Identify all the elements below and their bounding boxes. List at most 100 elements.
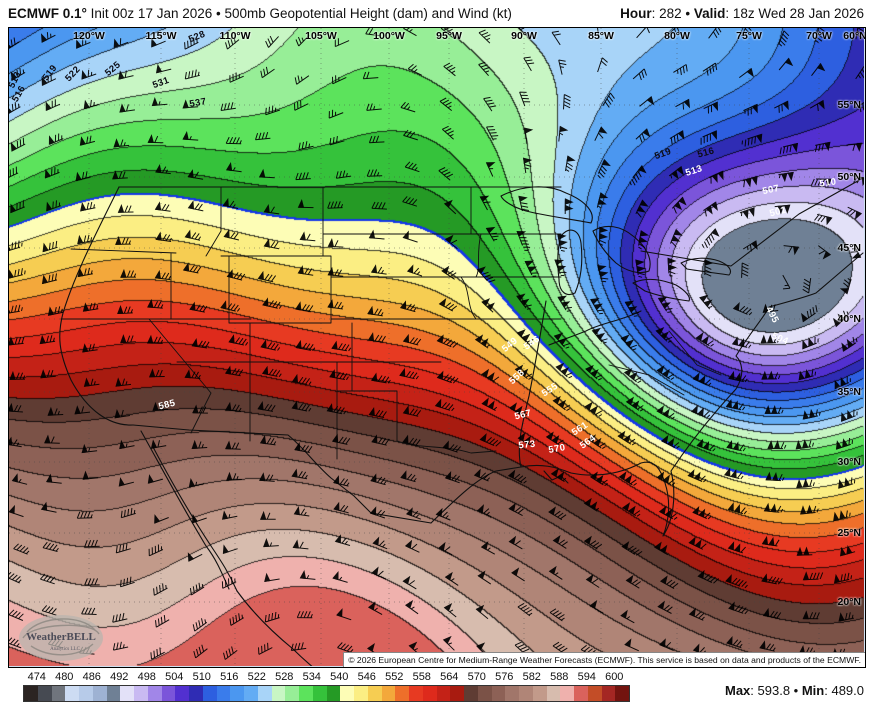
wind-barb: [855, 102, 864, 113]
wind-barb-pennant: [368, 229, 376, 239]
wind-barb-pennant: [767, 440, 781, 450]
wind-barb-pennant: [508, 535, 517, 545]
wind-barb-pennant: [762, 303, 770, 313]
colorbar-tick-label: 474: [27, 671, 46, 683]
wind-barb-pennant: [597, 192, 609, 205]
wind-barb-pennant: [635, 259, 646, 273]
colorbar-segment: [381, 686, 396, 701]
wind-barb: [369, 409, 387, 418]
wind-barb: [185, 371, 201, 379]
wind-barb: [518, 196, 529, 212]
wind-barb-pennant: [263, 203, 270, 214]
wind-barb-pennant: [524, 260, 537, 273]
wind-barb-pennant: [399, 300, 407, 310]
colorbar-segment: [326, 686, 341, 701]
wind-barb: [77, 234, 93, 245]
wind-barb-pennant: [688, 536, 702, 549]
lake-erie: [632, 278, 690, 302]
wind-barb: [368, 334, 386, 343]
wind-barb: [262, 368, 282, 378]
wind-barb-pennant: [656, 365, 670, 378]
wind-barb: [9, 304, 23, 314]
wind-barb: [477, 269, 496, 283]
wind-barb-pennant: [259, 472, 266, 482]
colorbar-tick-label: 594: [577, 671, 596, 683]
longitude-label: 60°N: [843, 30, 866, 42]
longitude-label: 110°W: [219, 30, 251, 42]
wind-barb-pennant: [481, 397, 495, 410]
wind-barb-pennant: [263, 538, 270, 548]
copyright-notice: © 2026 European Centre for Medium-Range …: [343, 652, 865, 667]
wind-barb: [852, 175, 864, 184]
wind-barb-pennant: [587, 434, 602, 447]
wind-barb: [332, 343, 352, 352]
wind-barb: [337, 642, 354, 654]
wind-barb-pennant: [726, 439, 739, 451]
wind-barb: [9, 637, 22, 649]
wind-barb-pennant: [333, 501, 340, 511]
wind-barb-pennant: [688, 607, 696, 617]
wind-barb: [441, 125, 454, 140]
wind-barb: [440, 28, 454, 38]
wind-barb: [220, 102, 236, 111]
colorbar-tick-label: 582: [522, 671, 541, 683]
colorbar-tick-label: 570: [467, 671, 486, 683]
wind-barb: [192, 618, 208, 632]
wind-barb: [120, 507, 136, 519]
wind-barb: [225, 37, 240, 50]
wind-barb: [779, 143, 798, 155]
wind-barb-pennant: [402, 230, 409, 240]
wind-barb: [192, 340, 210, 349]
colorbar: [23, 685, 630, 702]
wind-barb: [258, 403, 276, 412]
wind-barb-pennant: [436, 334, 444, 344]
colorbar-segment: [134, 686, 148, 701]
wind-barb-pennant: [400, 470, 407, 480]
wind-barb-pennant: [10, 71, 18, 81]
wind-barb: [660, 579, 679, 589]
wind-barb-pennant: [402, 434, 409, 444]
wind-barb-pennant: [671, 228, 683, 242]
wind-barb-pennant: [796, 478, 810, 489]
wind-barb-pennant: [657, 296, 671, 310]
wind-barb: [258, 642, 273, 655]
wind-barb-pennant: [742, 207, 755, 219]
wind-barb-pennant: [705, 201, 718, 215]
wind-barb-pennant: [261, 365, 269, 376]
wind-barb-pennant: [408, 641, 418, 650]
wind-barb-pennant: [9, 436, 13, 446]
colorbar-segment: [367, 686, 382, 701]
wind-barb: [371, 201, 387, 210]
wind-barb-pennant: [48, 135, 55, 145]
wind-barb-pennant: [762, 607, 770, 618]
wind-barb-pennant: [816, 62, 826, 72]
wind-barb-pennant: [118, 477, 125, 487]
wind-barb: [193, 644, 208, 659]
wind-barb-pennant: [41, 33, 48, 43]
wind-barb-pennant: [223, 229, 230, 239]
wind-barb: [480, 437, 502, 447]
wind-barb: [295, 172, 311, 181]
wind-barb-pennant: [120, 268, 127, 278]
colorbar-tick-label: 588: [550, 671, 569, 683]
wind-barb-pennant: [548, 565, 557, 575]
ohio-river: [548, 310, 642, 346]
west-coast: [59, 186, 134, 426]
wind-barb: [508, 473, 527, 484]
colorbar-segment: [37, 686, 52, 701]
wind-barb: [147, 336, 164, 344]
wind-barb: [814, 28, 825, 43]
colorbar-segment: [65, 686, 79, 701]
wind-barb-pennant: [151, 37, 158, 48]
wind-barb-pennant: [838, 477, 851, 489]
colorbar-segment: [505, 686, 519, 701]
wind-barb-pennant: [11, 473, 18, 483]
wind-barb: [264, 611, 280, 623]
wind-barb: [329, 136, 345, 146]
baja-peninsula: [140, 430, 238, 592]
lake-michigan: [557, 229, 583, 296]
wind-barb: [184, 37, 199, 50]
wind-barb-pennant: [782, 100, 789, 111]
svg-text:WeatherBELL: WeatherBELL: [26, 631, 96, 643]
wind-barb: [669, 130, 683, 145]
